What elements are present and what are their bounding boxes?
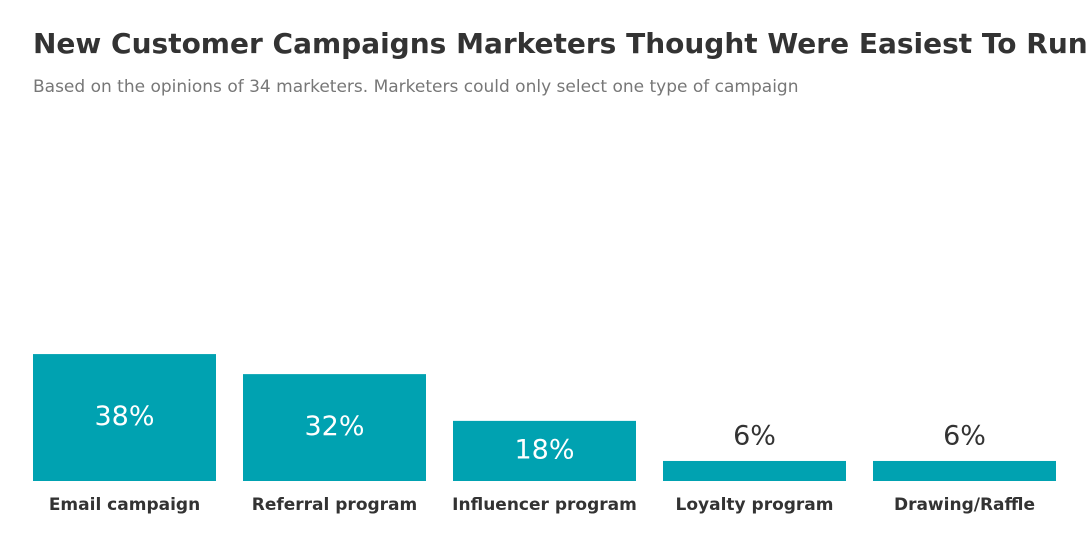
value-label: 6% [943,420,986,451]
x-tick-label: Referral program [252,495,418,515]
bar [243,374,426,481]
bar [33,354,216,481]
x-tick-label: Influencer program [452,495,637,515]
x-tick-label: Drawing/Raffle [894,495,1035,515]
value-label: 6% [733,420,776,451]
x-tick-label: Email campaign [49,495,200,515]
bar [873,460,1056,481]
value-label: 38% [94,401,154,432]
chart-title: New Customer Campaigns Marketers Thought… [33,27,1088,60]
bar [453,420,636,481]
value-label: 32% [304,411,364,442]
value-label: 18% [514,434,574,465]
chart-subtitle: Based on the opinions of 34 marketers. M… [33,77,798,97]
x-tick-label: Loyalty program [676,495,834,515]
bar [663,460,846,481]
